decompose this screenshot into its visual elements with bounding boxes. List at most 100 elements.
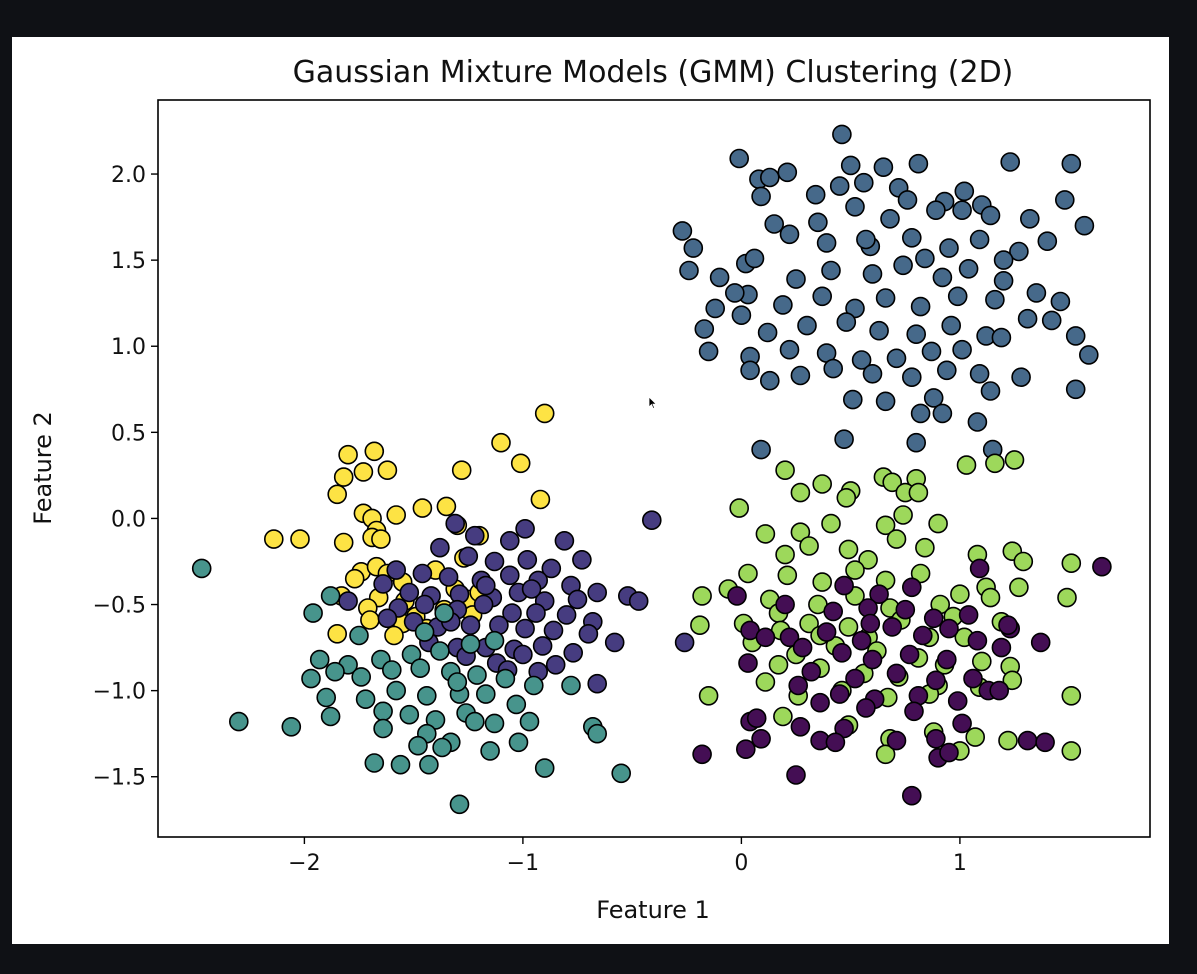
x-tick-label: −2 xyxy=(288,851,320,876)
data-point xyxy=(958,259,979,279)
data-point xyxy=(1061,553,1082,574)
data-point xyxy=(521,579,542,599)
data-point xyxy=(377,460,398,481)
data-point xyxy=(709,267,730,288)
data-point xyxy=(464,711,485,732)
data-point xyxy=(432,737,452,758)
data-point xyxy=(967,412,988,432)
data-point xyxy=(515,518,535,539)
data-point xyxy=(755,627,776,648)
data-point xyxy=(410,658,431,679)
data-point xyxy=(430,537,450,558)
data-point xyxy=(373,574,393,594)
data-point xyxy=(360,610,380,630)
data-point xyxy=(587,723,608,744)
y-tick-label: 1.5 xyxy=(111,249,146,274)
data-point xyxy=(969,363,990,384)
data-point xyxy=(897,190,918,210)
data-point xyxy=(751,439,771,460)
data-point xyxy=(768,654,789,675)
data-point xyxy=(875,515,896,536)
data-point xyxy=(956,455,977,475)
data-point xyxy=(755,672,776,692)
data-point xyxy=(384,625,404,646)
data-point xyxy=(939,742,959,763)
data-point xyxy=(401,644,422,665)
data-point xyxy=(985,289,1005,310)
data-point xyxy=(438,567,459,587)
data-point xyxy=(587,582,608,603)
data-point xyxy=(882,617,903,637)
data-point xyxy=(906,324,927,345)
data-point xyxy=(901,785,922,806)
data-point xyxy=(519,711,540,732)
y-tick-label: 1.0 xyxy=(111,335,146,360)
data-point xyxy=(773,295,793,315)
data-point xyxy=(674,632,695,653)
data-point xyxy=(928,513,948,534)
data-point xyxy=(906,432,927,453)
data-point xyxy=(858,549,878,570)
data-point xyxy=(333,532,354,553)
data-point xyxy=(792,637,813,658)
data-point xyxy=(869,320,889,341)
data-point xyxy=(364,753,385,773)
data-point xyxy=(499,565,520,586)
data-point xyxy=(377,608,398,629)
data-point xyxy=(587,673,608,694)
data-point xyxy=(799,613,819,634)
data-point xyxy=(309,649,330,670)
data-point xyxy=(775,460,795,481)
data-point xyxy=(788,675,809,696)
data-point xyxy=(805,184,826,205)
data-point xyxy=(458,546,479,567)
data-point xyxy=(738,563,758,584)
data-point xyxy=(862,264,883,284)
data-point xyxy=(993,271,1014,291)
data-point xyxy=(836,312,857,332)
data-point xyxy=(1002,670,1023,691)
data-point xyxy=(755,524,776,544)
data-point xyxy=(467,665,487,685)
data-point xyxy=(572,549,592,570)
data-point xyxy=(980,205,1001,226)
data-point xyxy=(506,694,527,715)
data-point xyxy=(1004,450,1025,470)
data-point xyxy=(705,298,726,319)
data-point xyxy=(821,513,841,534)
data-point xyxy=(915,248,935,269)
data-point xyxy=(816,622,837,642)
data-point xyxy=(381,660,402,680)
data-point xyxy=(554,530,575,551)
data-point xyxy=(936,649,957,670)
data-point xyxy=(790,482,811,503)
data-point xyxy=(679,260,699,281)
data-point xyxy=(764,214,785,234)
data-point xyxy=(932,403,953,424)
data-point xyxy=(473,594,494,615)
data-point xyxy=(926,670,946,691)
data-point xyxy=(464,525,485,546)
data-point xyxy=(812,286,833,307)
data-point xyxy=(508,732,529,753)
data-point xyxy=(985,453,1005,474)
data-point xyxy=(386,560,407,580)
data-point xyxy=(475,684,496,704)
data-point xyxy=(545,654,566,675)
data-point xyxy=(991,637,1012,658)
data-point xyxy=(779,339,800,360)
data-point xyxy=(799,536,819,556)
data-point xyxy=(932,267,953,288)
data-point xyxy=(751,186,771,207)
data-point xyxy=(578,623,599,644)
data-point xyxy=(430,641,450,661)
data-point xyxy=(735,739,756,760)
data-point xyxy=(910,296,931,317)
data-point xyxy=(436,496,457,517)
data-point xyxy=(921,341,942,362)
data-point xyxy=(338,591,358,611)
data-point xyxy=(834,429,854,450)
data-point xyxy=(886,529,907,549)
data-point xyxy=(1000,152,1021,172)
y-tick-label: 0.5 xyxy=(111,421,146,446)
